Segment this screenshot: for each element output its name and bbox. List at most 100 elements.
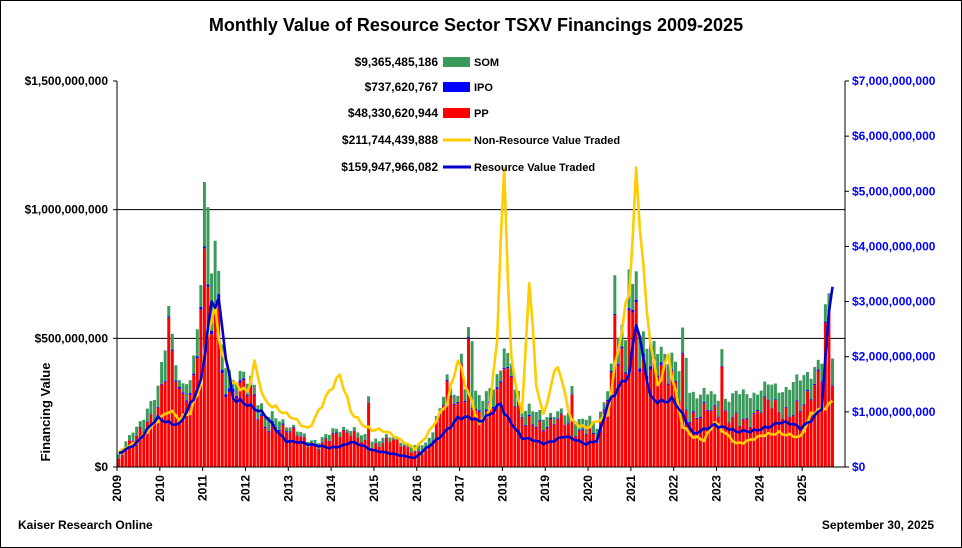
bar-ipo: [320, 442, 324, 443]
bar-pp: [520, 417, 524, 467]
x-tick-label: 2020: [581, 475, 595, 502]
bar-som: [124, 441, 128, 449]
bar-ipo: [217, 294, 221, 298]
bar-ipo: [763, 396, 767, 398]
bar-ipo: [691, 411, 695, 413]
left-tick-label: $1,000,000,000: [25, 203, 109, 217]
bar-som: [220, 344, 224, 370]
bar-ipo: [524, 424, 528, 426]
bar-som: [509, 363, 513, 376]
bar-som: [748, 398, 752, 427]
bar-pp: [270, 422, 274, 467]
bar-pp: [756, 411, 760, 467]
x-tick-label: 2017: [453, 475, 467, 502]
bar-ipo: [677, 401, 681, 402]
bar-som: [538, 410, 542, 421]
bar-som: [302, 433, 306, 437]
bar-som: [802, 375, 806, 405]
bar-pp: [820, 382, 824, 467]
bar-som: [741, 389, 745, 419]
bar-pp: [459, 364, 463, 467]
bar-som: [645, 348, 649, 377]
bar-som: [263, 415, 267, 428]
bar-pp: [352, 431, 356, 467]
bar-pp: [738, 426, 742, 467]
left-tick-label: $0: [95, 460, 109, 474]
bar-som: [806, 372, 810, 390]
bar-som: [609, 363, 613, 371]
bar-pp: [463, 402, 467, 467]
footer-source: Kaiser Research Online: [18, 518, 153, 532]
bar-ipo: [756, 409, 760, 412]
bar-pp: [781, 418, 785, 467]
bar-ipo: [527, 414, 531, 417]
bar-som: [713, 394, 717, 406]
bar-som: [788, 389, 792, 417]
bar-som: [745, 394, 749, 418]
x-tick-label: 2009: [110, 475, 124, 502]
bar-pp: [538, 421, 542, 467]
bar-ipo: [288, 431, 292, 433]
bar-som: [484, 391, 488, 410]
bar-pp: [698, 417, 702, 467]
footer-date: September 30, 2025: [822, 518, 934, 532]
bar-pp: [195, 358, 199, 467]
bar-pp: [798, 412, 802, 467]
bar-som: [170, 333, 174, 350]
bar-pp: [456, 403, 460, 467]
bar-ipo: [327, 440, 331, 442]
bar-som: [195, 329, 199, 357]
bar-som: [716, 400, 720, 417]
bar-ipo: [534, 426, 538, 428]
legend-item-non-resource-value-traded: $211,744,439,888 Non-Resource Value Trade…: [342, 133, 620, 147]
bar-som: [459, 353, 463, 364]
bar-pp: [427, 445, 431, 467]
bar-ipo: [674, 380, 677, 382]
bar-som: [235, 383, 239, 397]
bar-pp: [656, 377, 660, 467]
bar-som: [374, 438, 378, 443]
bar-ipo: [227, 388, 231, 392]
bar-pp: [677, 401, 681, 467]
bar-pp: [310, 445, 313, 467]
bar-ipo: [802, 404, 806, 406]
bar-pp: [666, 384, 670, 467]
bar-pp: [292, 427, 296, 467]
bar-som: [427, 437, 431, 445]
bar-ipo: [334, 432, 338, 434]
bar-ipo: [174, 380, 178, 382]
bar-som: [324, 434, 328, 439]
bar-som: [709, 391, 713, 411]
bar-som: [152, 400, 156, 422]
bar-pp: [188, 394, 192, 467]
bar-ipo: [459, 363, 463, 365]
bar-som: [813, 367, 817, 384]
bar-pp: [474, 409, 478, 467]
bar-som: [452, 394, 456, 405]
bar-pp: [784, 407, 788, 467]
legend-total: $211,744,439,888: [342, 133, 438, 147]
bar-som: [313, 439, 317, 445]
bar-ipo: [424, 449, 428, 451]
bar-ipo: [256, 418, 260, 420]
bar-som: [481, 400, 485, 422]
bar-pp: [370, 448, 374, 467]
bar-som: [128, 435, 131, 441]
bar-pp: [299, 436, 303, 467]
bar-som: [442, 396, 446, 405]
right-tick-label: $4,000,000,000: [852, 239, 936, 253]
bar-ipo: [456, 401, 460, 404]
bar-pp: [534, 427, 538, 467]
right-tick-label: $7,000,000,000: [852, 74, 936, 88]
chart-title: Monthly Value of Resource Sector TSXV Fi…: [209, 15, 743, 35]
bar-som: [331, 428, 335, 433]
bar-ipo: [566, 422, 570, 424]
bar-pp: [295, 435, 299, 467]
bar-pp: [652, 359, 656, 467]
bar-pp: [281, 424, 285, 467]
bar-pp: [499, 382, 503, 467]
bar-pp: [192, 375, 196, 467]
bar-pp: [791, 415, 795, 467]
bar-pp: [256, 419, 260, 467]
bar-som: [381, 437, 385, 443]
